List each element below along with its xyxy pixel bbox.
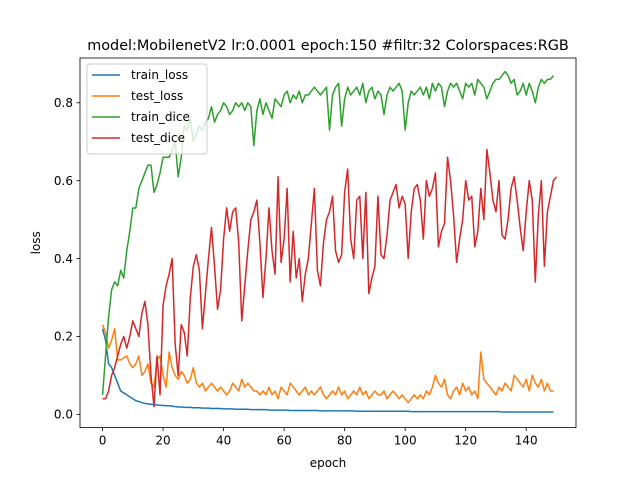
x-tick-label: 100 [394, 434, 417, 448]
x-axis-label: epoch [310, 456, 347, 470]
series-line-train-loss [101, 328, 554, 413]
legend: train_loss test_loss train_dice test_dice [86, 63, 208, 155]
series-line-train-dice [101, 70, 555, 395]
x-tick-label: 20 [155, 434, 170, 448]
y-tick-label: 0.2 [54, 330, 73, 344]
series-line-test-dice [102, 148, 558, 408]
x-axis-ticks: 0 20 40 60 80 100 120 140 [99, 427, 538, 448]
x-tick-label: 40 [216, 434, 231, 448]
y-tick-label: 0.6 [54, 174, 73, 188]
x-tick-label: 0 [99, 434, 107, 448]
x-tick-label: 80 [337, 434, 352, 448]
y-tick-label: 0.0 [54, 408, 73, 422]
legend-label-test-loss: test_loss [131, 89, 183, 103]
y-tick-label: 0.4 [54, 252, 73, 266]
chart-title: model:MobilenetV2 lr:0.0001 epoch:150 #f… [87, 38, 569, 54]
legend-label-train-loss: train_loss [131, 68, 188, 82]
x-tick-label: 120 [454, 434, 477, 448]
x-tick-label: 140 [515, 434, 538, 448]
legend-label-train-dice: train_dice [131, 110, 190, 124]
axes-frame [79, 57, 577, 429]
y-axis-label: loss [29, 231, 43, 254]
legend-box [86, 63, 208, 155]
x-tick-label: 60 [276, 434, 291, 448]
series-line-test-loss [101, 324, 554, 404]
y-axis-ticks: 0.0 0.2 0.4 0.6 0.8 [54, 96, 80, 422]
series-layer [101, 70, 558, 413]
y-tick-label: 0.8 [54, 96, 73, 110]
legend-label-test-dice: test_dice [131, 131, 185, 145]
